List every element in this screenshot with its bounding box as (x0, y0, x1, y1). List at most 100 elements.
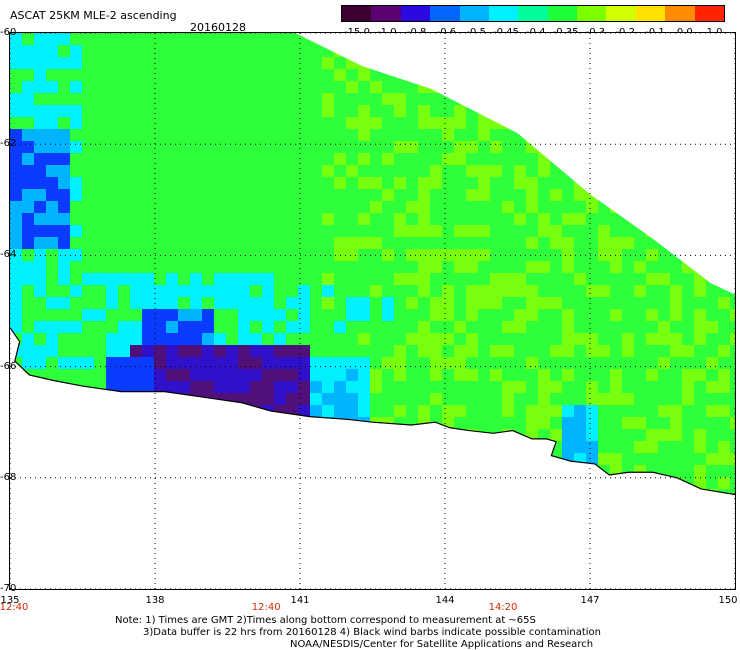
wind-cell (718, 129, 730, 141)
wind-cell (466, 201, 478, 213)
wind-cell (502, 513, 514, 525)
wind-cell (178, 525, 190, 537)
wind-cell (406, 549, 418, 561)
wind-cell (718, 405, 730, 417)
wind-cell (382, 93, 394, 105)
wind-cell (382, 261, 394, 273)
wind-cell (550, 585, 562, 589)
wind-cell (118, 177, 130, 189)
wind-cell (214, 33, 226, 45)
wind-cell (286, 273, 298, 285)
wind-cell (718, 297, 730, 309)
wind-cell (598, 237, 610, 249)
wind-cell (646, 69, 658, 81)
wind-cell (58, 273, 70, 285)
wind-cell (550, 33, 562, 45)
wind-cell (526, 309, 538, 321)
wind-cell (238, 129, 250, 141)
wind-cell (682, 561, 694, 573)
wind-cell (370, 93, 382, 105)
latitude-label: -64 (0, 249, 17, 261)
wind-cell (310, 477, 322, 489)
wind-cell (490, 369, 502, 381)
wind-cell (178, 273, 190, 285)
wind-cell (466, 105, 478, 117)
wind-cell (250, 165, 262, 177)
wind-cell (370, 213, 382, 225)
wind-cell (634, 297, 646, 309)
wind-cell (310, 141, 322, 153)
wind-cell (610, 393, 622, 405)
wind-cell (478, 513, 490, 525)
wind-cell (694, 201, 706, 213)
wind-cell (250, 393, 262, 405)
wind-cell (418, 537, 430, 549)
wind-cell (598, 489, 610, 495)
wind-cell (538, 45, 550, 57)
wind-cell (154, 429, 166, 441)
wind-cell (370, 561, 382, 573)
wind-cell (46, 261, 58, 273)
wind-cell (610, 141, 622, 153)
wind-cell (550, 117, 562, 129)
wind-cell (70, 141, 82, 153)
wind-cell (682, 321, 694, 333)
wind-cell (598, 261, 610, 273)
wind-cell (70, 417, 82, 429)
wind-cell (286, 561, 298, 573)
wind-cell (22, 237, 34, 249)
wind-cell (142, 309, 154, 321)
wind-cell (634, 165, 646, 177)
wind-cell (346, 321, 358, 333)
wind-cell (574, 45, 586, 57)
wind-cell (202, 201, 214, 213)
wind-cell (214, 345, 226, 357)
wind-cell (94, 405, 106, 417)
wind-cell (514, 393, 526, 405)
wind-cell (538, 429, 550, 441)
wind-cell (190, 285, 202, 297)
wind-cell (262, 249, 274, 261)
wind-cell (442, 381, 454, 393)
wind-cell (202, 429, 214, 441)
wind-cell (166, 453, 178, 465)
wind-cell (178, 513, 190, 525)
wind-cell (22, 465, 34, 477)
wind-cell (706, 189, 718, 201)
wind-cell (706, 141, 718, 153)
wind-cell (670, 285, 682, 297)
wind-cell (346, 477, 358, 489)
wind-cell (274, 69, 286, 81)
wind-cell (94, 345, 106, 357)
latitude-label: -68 (0, 471, 17, 483)
wind-cell (70, 33, 82, 45)
wind-cell (370, 525, 382, 537)
wind-cell (598, 429, 610, 441)
wind-cell (682, 177, 694, 189)
wind-map[interactable] (9, 32, 736, 590)
wind-cell (226, 525, 238, 537)
wind-cell (70, 525, 82, 537)
wind-cell (262, 129, 274, 141)
wind-cell (118, 225, 130, 237)
wind-cell (274, 165, 286, 177)
wind-cell (538, 213, 550, 225)
wind-cell (670, 561, 682, 573)
wind-cell (658, 477, 670, 489)
wind-cell (526, 237, 538, 249)
wind-cell (658, 129, 670, 141)
wind-cell (442, 393, 454, 405)
wind-cell (406, 405, 418, 417)
wind-cell (226, 357, 238, 369)
wind-cell (34, 225, 46, 237)
wind-cell (538, 333, 550, 345)
wind-cell (634, 585, 646, 589)
wind-cell (238, 285, 250, 297)
wind-cell (442, 573, 454, 585)
wind-cell (274, 297, 286, 309)
wind-cell (82, 285, 94, 297)
wind-cell (658, 213, 670, 225)
wind-cell (58, 201, 70, 213)
wind-cell (418, 369, 430, 381)
wind-cell (526, 369, 538, 381)
